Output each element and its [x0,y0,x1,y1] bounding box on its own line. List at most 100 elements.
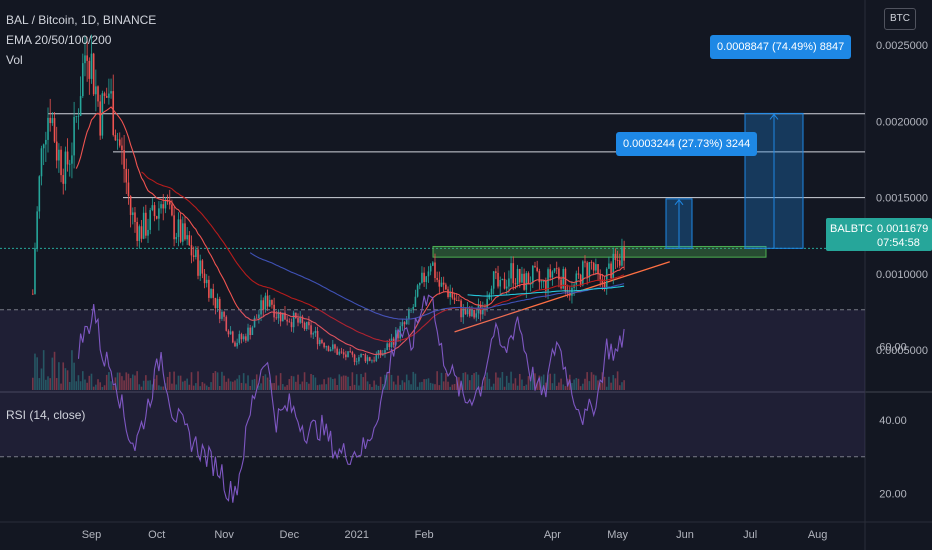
candle-body [129,196,132,215]
candle-body [340,351,343,353]
candle-body [47,117,49,140]
volume-bar [238,375,241,390]
candle-body [542,280,545,282]
volume-bar [458,377,460,390]
candle-body [253,317,256,328]
volume-bar [347,376,349,390]
volume-bar [171,383,173,390]
volume-bar [553,373,556,390]
volume-bar [597,380,599,390]
candle-body [329,349,332,352]
candle-body [521,273,523,283]
volume-bar [551,383,554,390]
candle-body [90,53,93,79]
candle-body [192,255,195,257]
volume-bar [81,371,84,390]
price-axis-tick: 0.0015000 [876,193,928,205]
volume-bar [45,379,47,390]
candle-body [621,247,623,266]
volume-bar [162,386,165,390]
candle-body [388,343,391,348]
target-callout-mid[interactable]: 0.0003244 (27.73%) 3244 [616,132,758,156]
candle-body [186,235,188,240]
candle-body [229,331,232,335]
candle-body [523,273,525,290]
volume-bar [268,379,271,390]
volume-bar [488,378,491,390]
volume-bar [534,373,536,390]
last-price-tag: BALBTC 0.0011679 07:54:58 [826,218,932,251]
volume-bar [210,382,212,390]
volume-bar [251,379,254,390]
volume-bar [177,375,180,390]
candle-body [351,351,354,355]
volume-bar [92,386,95,390]
candle-body [445,284,447,290]
candle-body [605,268,608,289]
volume-bar [440,372,443,390]
volume-bar [612,375,615,390]
volume-bar [314,377,317,390]
candle-body [216,298,219,309]
candle-body [31,293,34,295]
volume-bar [395,384,397,390]
candle-body [455,300,458,301]
volume-bar [123,380,125,390]
candle-body [201,260,204,274]
candle-body [225,316,228,331]
candle-body [121,145,123,151]
volume-bar [510,371,512,390]
rsi-axis-tick: 20.00 [879,489,907,501]
time-axis-tick: Sep [82,529,102,541]
volume-bar [540,376,543,390]
candle-body [366,357,369,362]
volume-bar [538,375,541,390]
candle-body [451,291,454,298]
volume-bar [497,377,499,390]
volume-bar [614,378,617,390]
candle-body [73,116,75,156]
symbol-label: BALBTC [830,223,873,235]
candle-body [482,308,484,315]
volume-bar [160,386,162,390]
candle-body [553,268,556,272]
volume-bar [542,374,545,390]
volume-bar [490,386,493,390]
volume-bar [147,380,149,390]
candle-body [197,249,199,276]
candle-body [353,354,356,362]
volume-bar [153,378,156,390]
volume-bar [410,384,412,390]
volume-bar [66,370,69,390]
volume-bar [584,378,586,390]
volume-bar [364,372,367,390]
ema-200-line [467,285,625,297]
currency-label[interactable]: BTC [884,8,916,30]
candle-body [264,295,267,310]
candle-body [512,263,515,284]
candle-body [101,93,104,136]
candle-body [338,351,341,355]
volume-bar [275,375,278,390]
candle-body [310,325,312,335]
candle-body [286,319,288,322]
target-callout-top[interactable]: 0.0008847 (74.49%) 8847 [710,35,852,59]
candle-body [116,139,119,141]
candle-body [432,262,434,266]
candle-body [345,354,347,358]
volume-bar [229,381,232,390]
candle-body [279,311,282,322]
candle-body [360,353,362,358]
candle-body [179,219,182,242]
time-axis-tick: Oct [148,529,165,541]
volume-bar [371,386,373,390]
candle-body [471,309,473,317]
volume-bar [155,375,158,390]
candle-body [527,273,530,285]
candle-body [318,339,321,345]
volume-bar [242,373,245,390]
candle-body [66,151,69,165]
candle-body [590,262,593,263]
volume-bar [366,381,369,390]
